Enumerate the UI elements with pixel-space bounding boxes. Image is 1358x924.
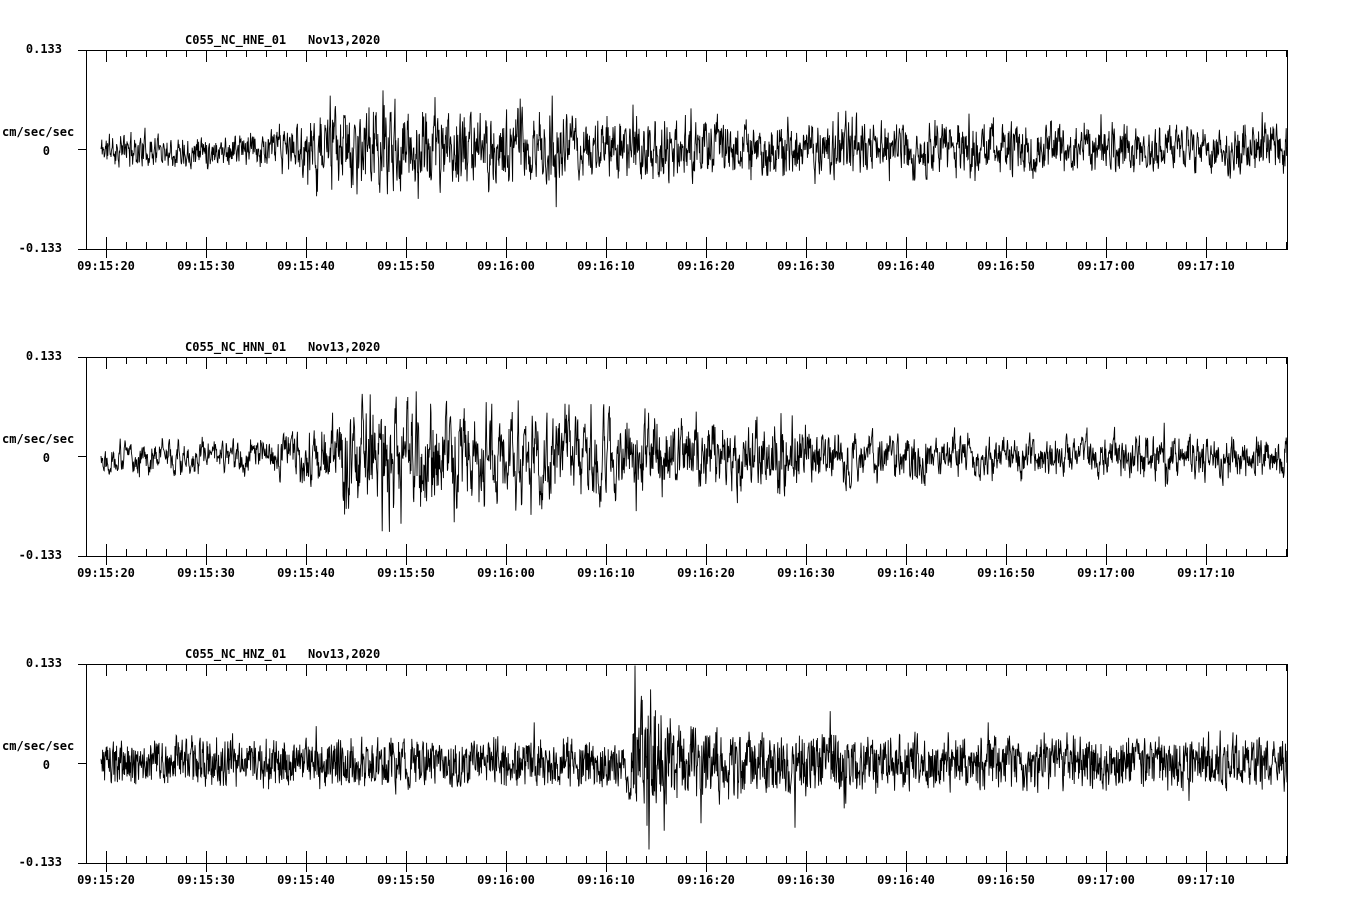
x-tick-label: 09:15:40	[277, 873, 335, 887]
y-axis-units-label: cm/sec/sec	[2, 738, 75, 753]
x-tick-label: 09:17:00	[1077, 259, 1135, 273]
y-min-label: -0.133	[18, 241, 62, 255]
y-max-label: 0.133	[25, 656, 62, 670]
axis-frame	[78, 50, 1288, 258]
x-tick-label: 09:16:20	[677, 566, 735, 580]
axis-frame	[78, 357, 1288, 565]
x-tick-label: 09:17:10	[1177, 566, 1235, 580]
axis-frame	[78, 664, 1288, 872]
x-tick-label: 09:16:30	[777, 873, 835, 887]
y-min-label: -0.133	[18, 548, 62, 562]
x-tick-label: 09:15:40	[277, 566, 335, 580]
x-tick-label: 09:16:20	[677, 259, 735, 273]
x-tick-label: 09:15:30	[177, 259, 235, 273]
x-tick-label: 09:17:10	[1177, 873, 1235, 887]
panel-title-station: C055_NC_HNN_01	[185, 340, 287, 354]
x-tick-label: 09:16:00	[477, 873, 535, 887]
x-tick-label: 09:16:40	[877, 259, 935, 273]
x-tick-label: 09:15:40	[277, 259, 335, 273]
x-tick-label: 09:16:30	[777, 566, 835, 580]
x-tick-label: 09:17:10	[1177, 259, 1235, 273]
x-tick-label: 09:15:20	[77, 566, 135, 580]
x-tick-label: 09:15:50	[377, 873, 435, 887]
y-zero-label: 0	[42, 143, 50, 158]
x-tick-label: 09:16:30	[777, 259, 835, 273]
trace-C055_NC_HNE_01	[100, 90, 1288, 208]
y-min-label: -0.133	[18, 855, 62, 869]
x-tick-label: 09:17:00	[1077, 566, 1135, 580]
y-zero-label: 0	[42, 450, 50, 465]
y-max-label: 0.133	[25, 349, 62, 363]
y-axis-units-label: cm/sec/sec	[2, 124, 75, 139]
x-tick-label: 09:17:00	[1077, 873, 1135, 887]
x-tick-label: 09:15:20	[77, 873, 135, 887]
x-tick-label: 09:15:30	[177, 566, 235, 580]
x-tick-label: 09:16:40	[877, 873, 935, 887]
y-axis-units-label: cm/sec/sec	[2, 431, 75, 446]
x-tick-label: 09:16:00	[477, 259, 535, 273]
panel-title-date: Nov13,2020	[308, 340, 381, 354]
x-tick-label: 09:15:30	[177, 873, 235, 887]
x-tick-label: 09:15:50	[377, 259, 435, 273]
x-tick-label: 09:16:50	[977, 566, 1035, 580]
x-tick-label: 09:16:50	[977, 259, 1035, 273]
y-zero-label: 0	[42, 757, 50, 772]
panel-title-date: Nov13,2020	[308, 647, 381, 661]
x-tick-label: 09:15:20	[77, 259, 135, 273]
x-tick-label: 09:16:50	[977, 873, 1035, 887]
trace-C055_NC_HNN_01	[100, 391, 1288, 532]
x-tick-label: 09:16:10	[577, 566, 635, 580]
x-tick-label: 09:16:10	[577, 259, 635, 273]
panel-title-station: C055_NC_HNZ_01	[185, 647, 287, 661]
x-tick-label: 09:16:20	[677, 873, 735, 887]
x-tick-label: 09:16:00	[477, 566, 535, 580]
x-tick-label: 09:15:50	[377, 566, 435, 580]
x-tick-label: 09:16:10	[577, 873, 635, 887]
panel-title-station: C055_NC_HNE_01	[185, 33, 287, 47]
trace-C055_NC_HNZ_01	[100, 665, 1288, 850]
x-tick-label: 09:16:40	[877, 566, 935, 580]
y-max-label: 0.133	[25, 42, 62, 56]
panel-title-date: Nov13,2020	[308, 33, 381, 47]
